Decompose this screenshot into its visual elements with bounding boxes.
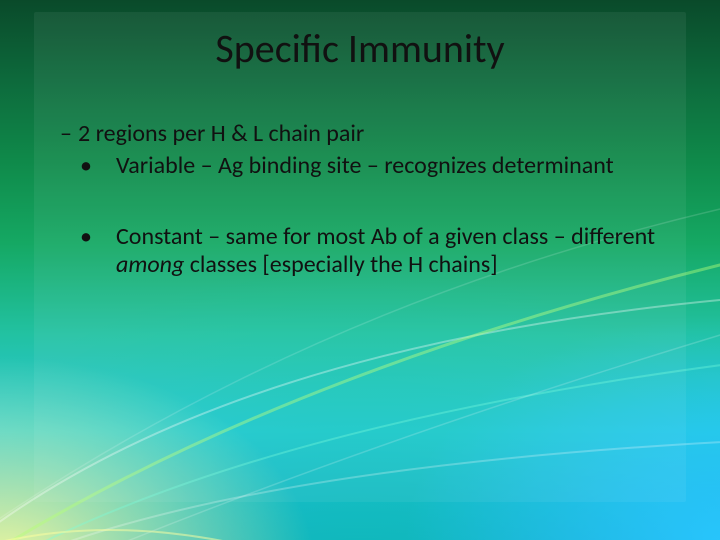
bullet-dot-icon: • — [98, 152, 116, 180]
bullet-dot-icon: • — [98, 223, 116, 251]
bullet-constant-text-a: Constant – same for most Ab of a given c… — [116, 222, 655, 251]
bullet-variable-text: Variable – Ag binding site – recognizes … — [116, 151, 614, 180]
dash-bullet: – — [60, 120, 78, 148]
slide-stage: Specific Immunity – 2 regions per H & L … — [0, 0, 720, 540]
slide-title: Specific Immunity — [0, 24, 720, 73]
bullet-constant-em: among — [116, 250, 184, 279]
line-regions-text: 2 regions per H & L chain pair — [78, 119, 364, 148]
line-regions: – 2 regions per H & L chain pair — [60, 120, 670, 148]
bullet-constant: • Constant – same for most Ab of a given… — [98, 223, 670, 280]
bullet-variable: • Variable – Ag binding site – recognize… — [98, 152, 670, 180]
spacer — [60, 181, 670, 223]
bullet-constant-text-b: classes [especially the H chains] — [184, 250, 497, 279]
slide-body: – 2 regions per H & L chain pair • Varia… — [60, 120, 670, 279]
